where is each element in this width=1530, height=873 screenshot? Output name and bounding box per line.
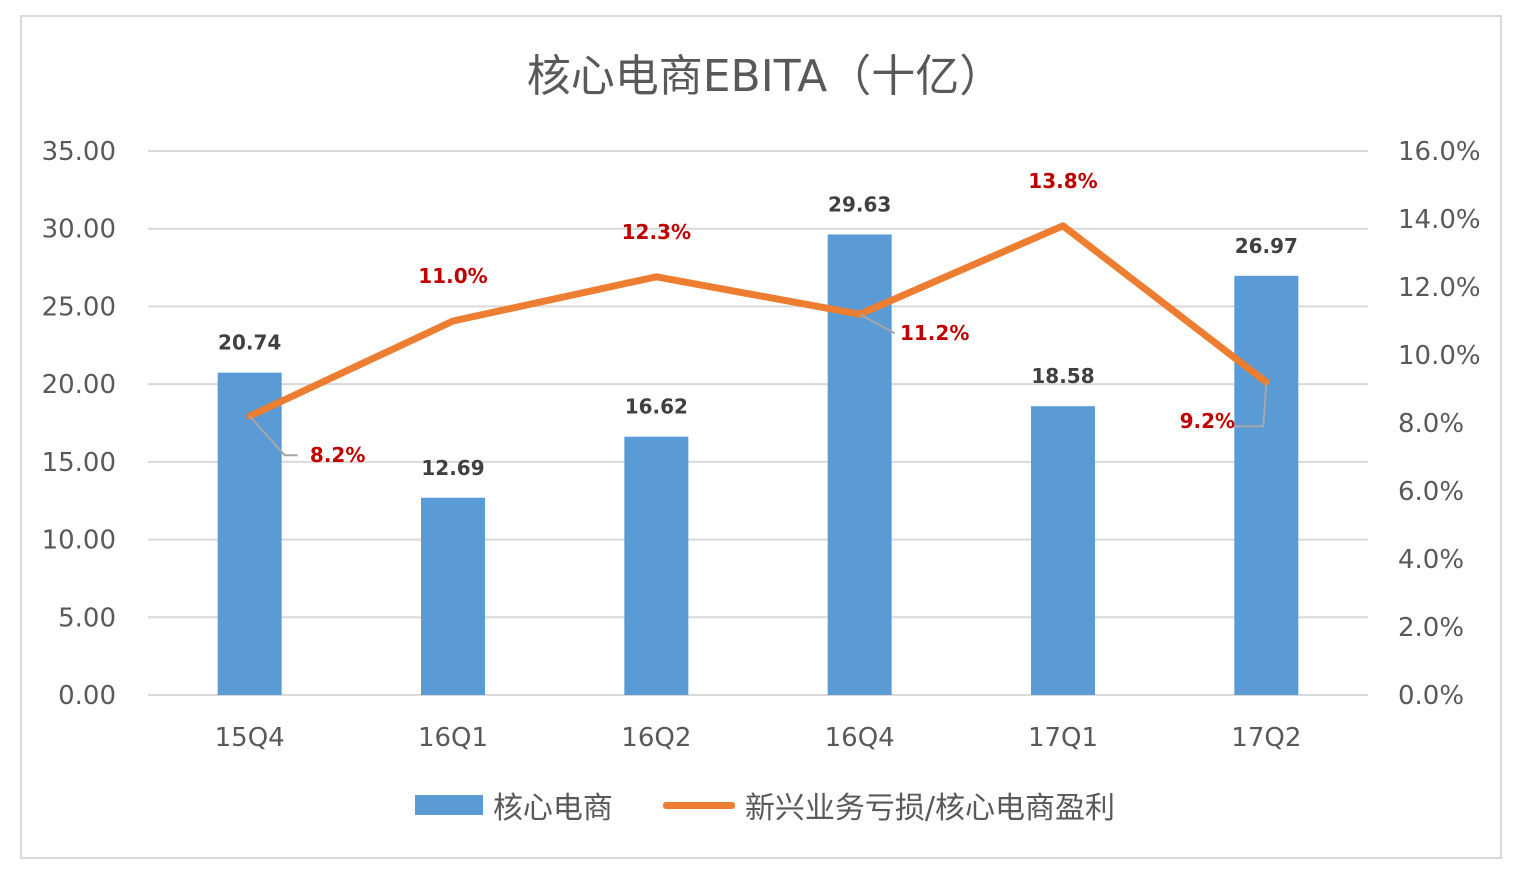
y-left-tick-label: 20.00 <box>42 370 116 400</box>
bar-data-label: 20.74 <box>218 331 281 355</box>
bar <box>1031 406 1095 695</box>
bar-data-label: 26.97 <box>1235 234 1298 258</box>
y-left-tick-label: 25.00 <box>42 292 116 322</box>
y-left-tick-label: 0.00 <box>58 681 116 711</box>
y-right-tick-label: 0.0% <box>1398 681 1464 711</box>
line-data-label: 11.0% <box>418 264 487 288</box>
y-right-tick-label: 4.0% <box>1398 545 1464 575</box>
bar-data-label: 12.69 <box>421 456 484 480</box>
legend: 核心电商 新兴业务亏损/核心电商盈利 <box>0 783 1530 827</box>
bar-data-label: 16.62 <box>625 395 688 419</box>
bar <box>217 372 282 695</box>
bar-data-label: 18.58 <box>1031 364 1094 388</box>
chart-title: 核心电商EBITA（十亿） <box>526 51 1004 102</box>
y-right-tick-label: 16.0% <box>1398 137 1481 167</box>
y-right-tick-label: 8.0% <box>1398 409 1464 439</box>
y-right-tick-label: 10.0% <box>1398 341 1481 371</box>
legend-swatch-line <box>662 801 735 809</box>
y-left-tick-label: 35.00 <box>42 137 116 167</box>
legend-swatch-bar <box>414 795 483 815</box>
line-series <box>246 222 1270 420</box>
y-left-tick-label: 30.00 <box>42 215 116 245</box>
y-right-tick-label: 2.0% <box>1398 613 1464 643</box>
x-tick-label: 16Q1 <box>418 723 488 753</box>
y-right-tick-label: 14.0% <box>1398 205 1481 235</box>
x-tick-label: 16Q4 <box>825 723 895 753</box>
line-data-label: 13.8% <box>1028 169 1097 193</box>
legend-label-line: 新兴业务亏损/核心电商盈利 <box>744 791 1116 826</box>
x-tick-label: 17Q2 <box>1231 723 1301 753</box>
x-tick-label: 15Q4 <box>215 723 285 753</box>
legend-item-bar[interactable]: 核心电商 <box>414 783 613 827</box>
leader-line <box>1233 382 1268 428</box>
line-data-label: 9.2% <box>1180 409 1235 433</box>
y-left-tick-label: 15.00 <box>42 448 116 478</box>
y-left-tick-label: 5.00 <box>58 603 116 633</box>
bar <box>1234 275 1299 695</box>
bar-data-label: 29.63 <box>828 192 891 216</box>
y-right-tick-label: 6.0% <box>1398 477 1464 507</box>
line-data-label: 12.3% <box>622 220 691 244</box>
bar <box>421 497 485 695</box>
legend-label-bar: 核心电商 <box>492 791 613 826</box>
line-data-label: 11.2% <box>900 321 969 345</box>
legend-item-line[interactable]: 新兴业务亏损/核心电商盈利 <box>662 783 1116 827</box>
bar <box>624 436 689 695</box>
y-right-tick-label: 12.0% <box>1398 273 1481 303</box>
x-tick-label: 16Q2 <box>621 723 691 753</box>
leader-line <box>248 415 298 457</box>
y-left-tick-label: 10.00 <box>42 526 116 556</box>
leader-line <box>859 313 896 335</box>
line-data-label: 8.2% <box>310 443 365 467</box>
x-tick-label: 17Q1 <box>1028 723 1098 753</box>
